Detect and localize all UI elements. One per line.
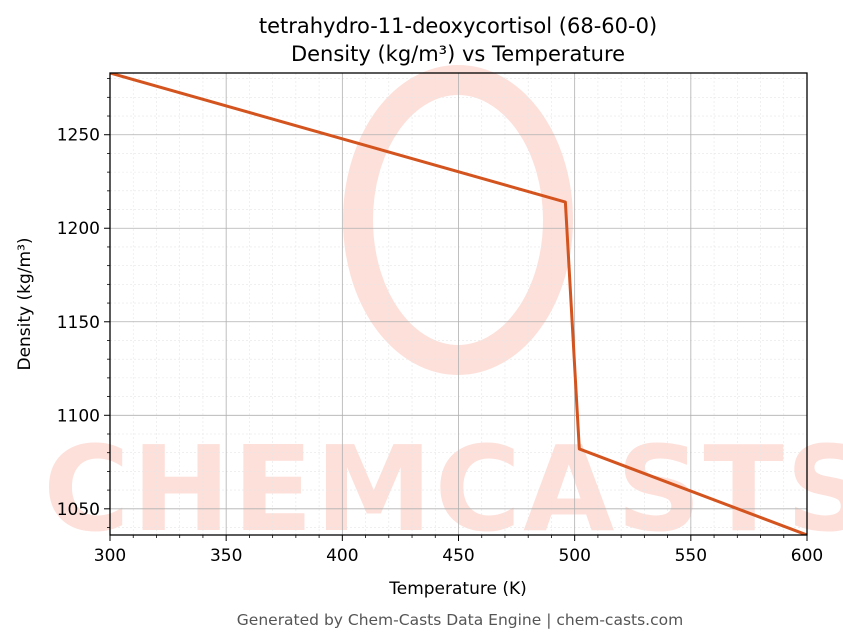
watermark-text: CHEMCASTS	[43, 420, 843, 558]
x-tick-label: 500	[558, 546, 590, 566]
chart-subtitle: Density (kg/m³) vs Temperature	[291, 42, 625, 66]
y-tick-label: 1050	[57, 500, 100, 520]
y-tick-label: 1250	[57, 126, 100, 146]
x-tick-label: 300	[94, 546, 126, 566]
axis-ticks	[104, 78, 808, 541]
x-tick-label: 350	[210, 546, 242, 566]
y-tick-label: 1150	[57, 313, 100, 333]
series-layer	[110, 73, 807, 535]
x-tick-labels: 300 350 400 450 500 550 600	[94, 546, 823, 566]
x-tick-label: 450	[442, 546, 474, 566]
chart-title: tetrahydro-11-deoxycortisol (68-60-0)	[259, 14, 657, 38]
footer-credit: Generated by Chem-Casts Data Engine | ch…	[237, 611, 683, 629]
y-tick-label: 1100	[57, 406, 100, 426]
x-tick-label: 400	[326, 546, 358, 566]
x-axis-label: Temperature (K)	[388, 579, 527, 599]
series-line	[110, 73, 807, 535]
x-tick-label: 550	[675, 546, 707, 566]
watermark-swirl-icon	[343, 65, 573, 375]
x-tick-label: 600	[791, 546, 823, 566]
y-axis-label: Density (kg/m³)	[15, 237, 35, 370]
y-tick-label: 1200	[57, 219, 100, 239]
y-tick-labels: 1050 1100 1150 1200 1250	[57, 126, 100, 520]
watermark: CHEMCASTS	[43, 65, 843, 558]
